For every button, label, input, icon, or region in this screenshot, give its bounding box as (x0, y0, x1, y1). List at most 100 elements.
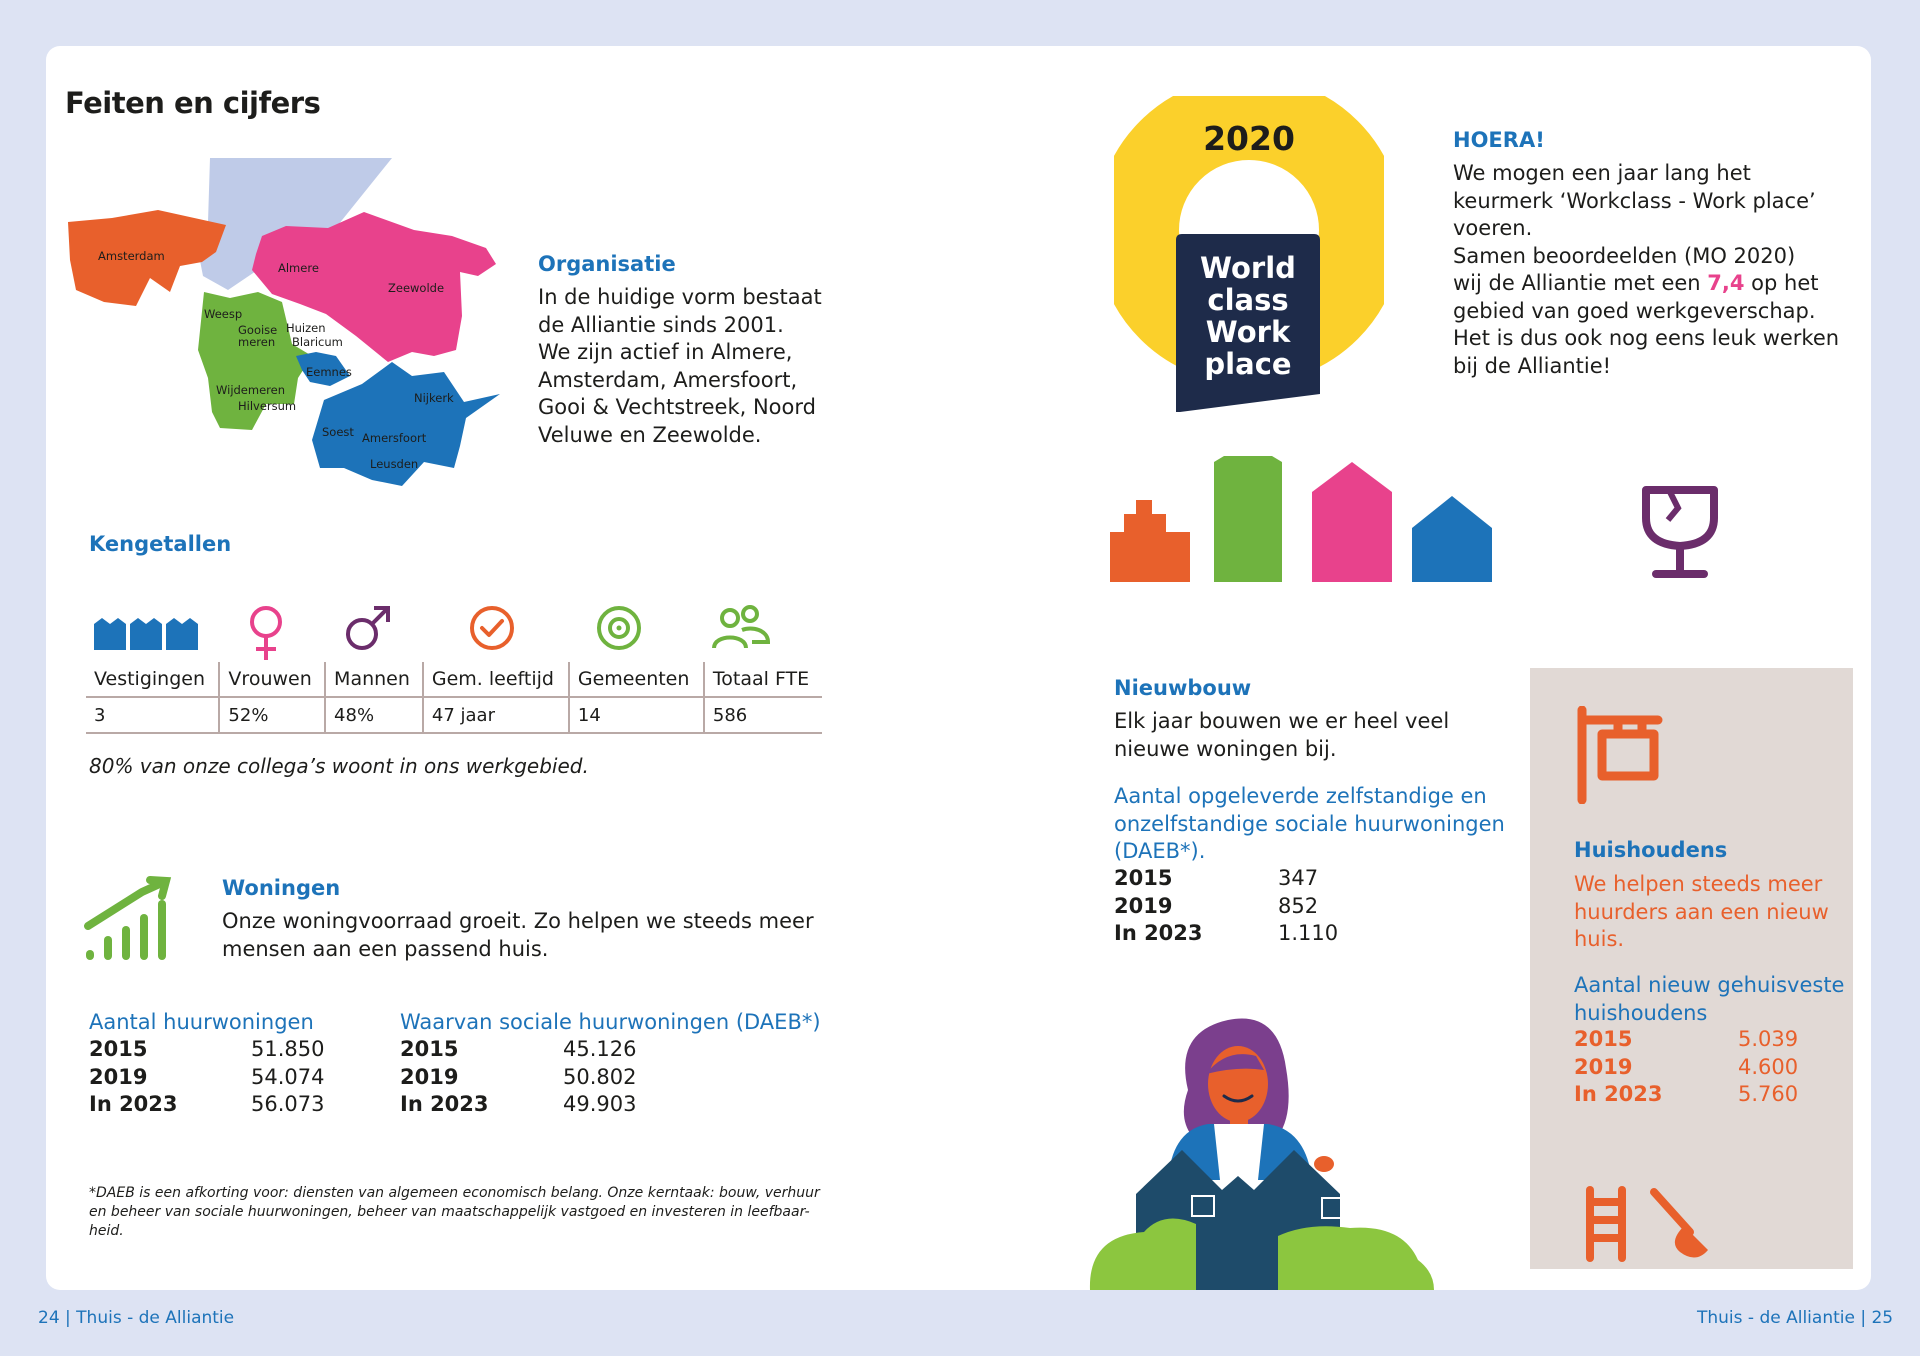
map-region-amsterdam (68, 210, 226, 306)
map-water (196, 158, 392, 290)
year-cell: 2015 (1574, 1027, 1633, 1051)
organisatie-heading: Organisatie (538, 252, 676, 276)
kengetallen-header-row: Vestigingen Vrouwen Mannen Gem. leeftijd… (86, 662, 822, 698)
daeb-footnote: *DAEB is een afkorting voor: diensten va… (89, 1184, 820, 1241)
bush-left (1089, 1218, 1196, 1290)
map-label-hilversum: Hilversum (238, 399, 296, 413)
blue-house (1412, 496, 1492, 582)
map-region-eemnes (296, 352, 350, 386)
year-cell: In 2023 (400, 1092, 489, 1116)
value-cell: 852 (1278, 893, 1319, 918)
map-label-amsterdam: Amsterdam (98, 249, 165, 263)
huishoudens-sub-line: huishoudens (1574, 1000, 1708, 1025)
hoera-score: 7,4 (1707, 271, 1745, 295)
sociale-huurwoningen-table: Waarvan sociale huurwoningen (DAEB*) 201… (400, 1008, 821, 1119)
huishoudens-sub-line: Aantal nieuw gehuisveste (1574, 973, 1845, 997)
woman-with-house-illustration (1089, 1018, 1434, 1290)
map-label-huizen: Huizen (286, 321, 326, 335)
page-title: Feiten en cijfers (65, 86, 321, 120)
buildings-icon (94, 618, 198, 650)
pink-house (1312, 462, 1392, 582)
year-cell: 2019 (400, 1064, 459, 1089)
nieuwbouw-text: Elk jaar bouwen we er heel veel nieuwe w… (1114, 708, 1449, 763)
organisatie-line: Veluwe en Zeewolde. (538, 422, 762, 447)
hoera-line: gebied van goed werkgeverschap. (1453, 298, 1816, 323)
bush-right (1278, 1226, 1434, 1290)
organisatie-line: Gooi & Vechtstreek, Noord (538, 395, 816, 419)
huurwoningen-title: Aantal huurwoningen (89, 1010, 314, 1034)
kengetallen-table: Vestigingen Vrouwen Mannen Gem. leeftijd… (86, 662, 822, 734)
kengetallen-note: 80% van onze collega’s woont in ons werk… (89, 754, 589, 778)
sociale-huurwoningen-rows: 2015 45.126 2019 50.802 In 2023 49.903 (400, 1036, 821, 1119)
sociale-huurwoningen-title: Waarvan sociale huurwoningen (DAEB*) (400, 1010, 821, 1034)
value-cell: 5.760 (1738, 1082, 1799, 1106)
hoera-line: We mogen een jaar lang het (1453, 161, 1751, 185)
footnote-line: heid. (89, 1223, 124, 1239)
huishoudens-line: huurders aan een nieuw (1574, 899, 1829, 924)
badge-line: class (1207, 283, 1288, 317)
badge-line: Work (1206, 315, 1291, 349)
map-label-blaricum: Blaricum (292, 335, 343, 349)
hoera-line-part: op het (1744, 271, 1819, 295)
huishoudens-table: 2015 5.039 2019 4.600 In 2023 5.760 (1574, 1026, 1818, 1109)
footnote-line: *DAEB is een afkorting voor: diensten va… (89, 1185, 820, 1201)
map-label-eemnes: Eemnes (306, 365, 352, 379)
map-label-weesp: Weesp (204, 307, 242, 321)
organisatie-line: Amsterdam, Amersfoort, (538, 367, 798, 392)
map-region-utrecht (312, 362, 500, 486)
huishoudens-subtitle: Aantal nieuw gehuisveste huishoudens (1574, 972, 1844, 1027)
organisatie-line: In de huidige vorm bestaat (538, 285, 822, 309)
kengetallen-value-row: 3 52% 48% 47 jaar 14 586 (86, 697, 822, 734)
woningen-line: mensen aan een passend huis. (222, 936, 549, 961)
workplace-badge: 2020 World class Work place (1114, 96, 1384, 412)
people-icon (712, 605, 770, 649)
year-cell: 2019 (89, 1064, 148, 1089)
hoera-score-line: wij de Alliantie met een 7,4 op het (1453, 270, 1839, 298)
kengetallen-value: 14 (567, 697, 704, 734)
hoera-heading: HOERA! (1453, 128, 1545, 152)
year-cell: 2015 (400, 1037, 459, 1061)
kengetallen-col-label: Mannen (324, 662, 423, 698)
value-cell: 51.850 (251, 1037, 325, 1061)
huurwoningen-table: Aantal huurwoningen 2015 51.850 2019 54.… (89, 1008, 331, 1119)
map-label-leusden: Leusden (370, 457, 418, 471)
map-label-almere: Almere (278, 261, 319, 275)
orange-building (1110, 500, 1190, 582)
map-label-gooise-meren-2: meren (238, 335, 275, 349)
value-cell: 50.802 (563, 1064, 637, 1089)
male-icon (346, 606, 390, 650)
value-cell: 5.039 (1738, 1027, 1799, 1051)
organisatie-text: In de huidige vorm bestaat de Alliantie … (538, 284, 822, 449)
huishoudens-heading: Huishoudens (1574, 838, 1728, 862)
hoera-line: bij de Alliantie! (1453, 353, 1612, 378)
checkmark-circle-icon (470, 606, 514, 650)
huishoudens-line: huis. (1574, 927, 1625, 951)
houses-illustration (1110, 456, 1492, 582)
huurwoningen-rows: 2015 51.850 2019 54.074 In 2023 56.073 (89, 1036, 331, 1119)
year-cell: In 2023 (1114, 921, 1203, 945)
nieuwbouw-sub-line: Aantal opgeleverde zelfstandige en (1114, 784, 1487, 808)
nieuwbouw-line: nieuwe woningen bij. (1114, 736, 1337, 761)
hoera-line: Het is dus ook nog eens leuk werken (1453, 326, 1840, 350)
kengetallen-col-label: Totaal FTE (702, 662, 822, 698)
kengetallen-value: 586 (702, 697, 822, 734)
map-label-gooise-meren-1: Gooise (238, 323, 277, 337)
hoera-line-part: wij de Alliantie met een (1453, 271, 1708, 295)
hoera-text: We mogen een jaar lang het keurmerk ‘Wor… (1453, 160, 1839, 380)
kengetallen-col-label: Gemeenten (567, 662, 704, 698)
huishoudens-line: We helpen steeds meer (1574, 872, 1823, 896)
organisatie-line: We zijn actief in Almere, (538, 340, 793, 364)
huishoudens-text: We helpen steeds meer huurders aan een n… (1574, 871, 1829, 954)
value-cell: 1.110 (1278, 921, 1339, 945)
green-building (1214, 456, 1282, 582)
map-label-nijkerk: Nijkerk (414, 391, 454, 405)
badge-line: place (1204, 347, 1291, 381)
hoera-line: voeren. (1453, 216, 1533, 240)
kengetallen-heading: Kengetallen (89, 532, 232, 556)
woningen-heading: Woningen (222, 876, 341, 900)
shop-sign-icon (1577, 706, 1663, 804)
plunger-cup (1674, 1226, 1708, 1258)
value-cell: 56.073 (251, 1092, 325, 1116)
year-cell: 2015 (89, 1037, 148, 1061)
nieuwbouw-table: 2015 347 2019 852 In 2023 1.110 (1114, 865, 1358, 948)
